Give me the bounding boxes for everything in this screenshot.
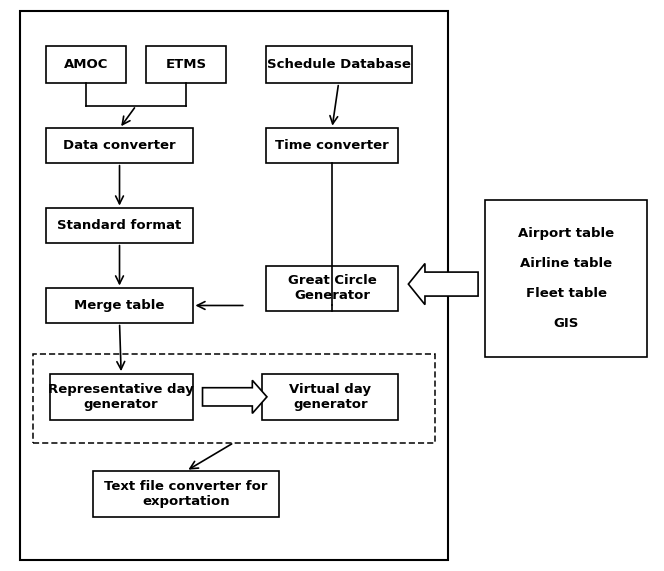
Text: Standard format: Standard format (57, 219, 182, 232)
FancyBboxPatch shape (46, 128, 193, 163)
Text: Airport table

Airline table

Fleet table

GIS: Airport table Airline table Fleet table … (518, 227, 614, 330)
FancyBboxPatch shape (93, 471, 279, 517)
Text: Great Circle
Generator: Great Circle Generator (288, 274, 376, 303)
FancyBboxPatch shape (46, 46, 126, 83)
Text: Time converter: Time converter (275, 139, 389, 152)
FancyBboxPatch shape (146, 46, 226, 83)
Polygon shape (203, 380, 267, 413)
Polygon shape (408, 264, 478, 305)
FancyBboxPatch shape (46, 288, 193, 323)
Text: ETMS: ETMS (165, 58, 207, 71)
Text: AMOC: AMOC (64, 58, 108, 71)
FancyBboxPatch shape (266, 46, 412, 83)
FancyBboxPatch shape (46, 208, 193, 243)
FancyBboxPatch shape (266, 266, 398, 311)
FancyBboxPatch shape (262, 374, 398, 420)
FancyBboxPatch shape (20, 11, 448, 560)
FancyBboxPatch shape (33, 354, 435, 443)
FancyBboxPatch shape (50, 374, 193, 420)
Text: Data converter: Data converter (63, 139, 176, 152)
Text: Representative day
generator: Representative day generator (48, 383, 194, 411)
Text: Virtual day
generator: Virtual day generator (290, 383, 371, 411)
Text: Text file converter for
exportation: Text file converter for exportation (104, 480, 268, 508)
Text: Merge table: Merge table (74, 299, 165, 312)
FancyBboxPatch shape (266, 128, 398, 163)
FancyBboxPatch shape (485, 200, 647, 357)
Text: Schedule Database: Schedule Database (267, 58, 410, 71)
